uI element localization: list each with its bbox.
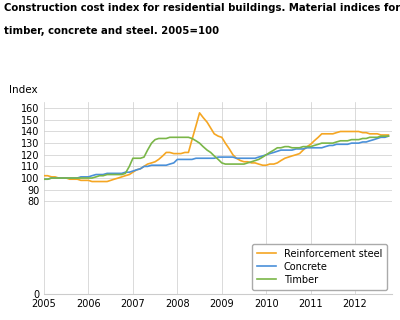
Timber xyxy=(101,174,106,178)
Reinforcement steel xyxy=(178,152,183,156)
Timber xyxy=(378,134,383,138)
Reinforcement steel xyxy=(90,180,94,183)
Reinforcement steel xyxy=(105,180,110,183)
Concrete xyxy=(101,172,106,176)
Concrete xyxy=(249,156,254,160)
Reinforcement steel xyxy=(197,111,202,115)
Line: Timber: Timber xyxy=(44,136,388,179)
Concrete xyxy=(42,177,46,181)
Timber xyxy=(386,134,391,138)
Line: Reinforcement steel: Reinforcement steel xyxy=(44,113,388,181)
Timber xyxy=(42,177,46,181)
Reinforcement steel xyxy=(256,162,261,166)
Timber xyxy=(130,156,135,160)
Text: Index: Index xyxy=(9,85,38,95)
Line: Concrete: Concrete xyxy=(44,136,388,179)
Reinforcement steel xyxy=(386,133,391,137)
Concrete xyxy=(130,169,135,173)
Reinforcement steel xyxy=(134,168,139,172)
Legend: Reinforcement steel, Concrete, Timber: Reinforcement steel, Concrete, Timber xyxy=(252,244,387,290)
Concrete xyxy=(386,134,391,138)
Text: timber, concrete and steel. 2005=100: timber, concrete and steel. 2005=100 xyxy=(4,26,219,36)
Reinforcement steel xyxy=(308,142,313,146)
Concrete xyxy=(186,157,191,161)
Concrete xyxy=(301,147,306,151)
Text: Construction cost index for residential buildings. Material indices for: Construction cost index for residential … xyxy=(4,3,400,13)
Reinforcement steel xyxy=(190,138,194,141)
Timber xyxy=(301,145,306,148)
Concrete xyxy=(175,157,180,161)
Timber xyxy=(175,135,180,139)
Timber xyxy=(249,160,254,164)
Timber xyxy=(186,135,191,139)
Reinforcement steel xyxy=(42,174,46,178)
